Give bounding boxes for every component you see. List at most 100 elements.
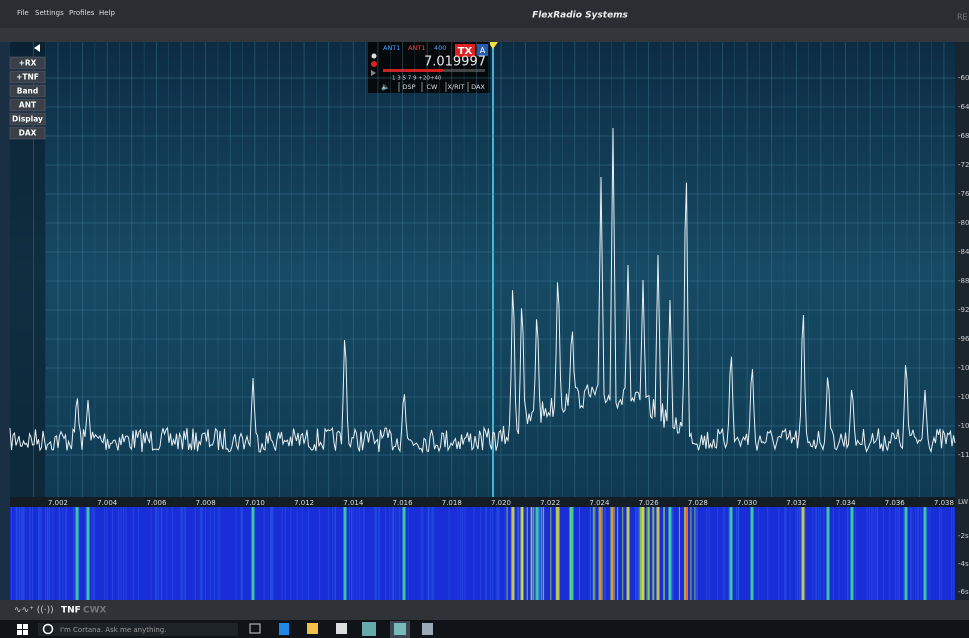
tx-button[interactable]: [455, 44, 475, 57]
waterfall-streak: [138, 507, 139, 600]
menu-item[interactable]: Settings: [35, 9, 64, 17]
slice-frequency[interactable]: 7.019997: [424, 55, 486, 70]
waterfall-streak: [728, 507, 730, 600]
waterfall-streak: [181, 507, 183, 600]
waterfall-streak: [20, 507, 22, 600]
waterfall-streak: [201, 507, 203, 600]
waterfall-streak: [898, 507, 900, 600]
waterfall-signal: [251, 507, 255, 600]
waterfall-streak: [785, 507, 787, 600]
waterfall-streak: [737, 507, 739, 600]
cwx-button[interactable]: CWX: [83, 606, 107, 616]
taskbar-icons[interactable]: [249, 621, 433, 638]
status-bar: [0, 600, 969, 620]
side-button[interactable]: [9, 126, 46, 140]
frequency-label: 7.036: [885, 499, 906, 507]
waterfall-streak: [16, 507, 17, 600]
level-label: -72: [958, 161, 969, 169]
waterfall-signal: [75, 507, 79, 600]
waterfall-signal: [520, 507, 524, 600]
menu-item[interactable]: Profiles: [69, 9, 95, 17]
waterfall-streak: [23, 507, 25, 600]
menu-item[interactable]: File: [17, 9, 29, 17]
waterfall-streak: [823, 507, 825, 600]
waterfall-streak: [648, 507, 650, 600]
taskbar: [0, 620, 969, 638]
waterfall-streak: [420, 507, 422, 600]
slice-tab[interactable]: X/RIT: [447, 83, 464, 91]
waterfall-streak: [47, 507, 48, 600]
waterfall-streak: [795, 507, 797, 600]
play-icon[interactable]: [371, 70, 376, 76]
tx-label[interactable]: TX: [458, 46, 473, 57]
waterfall-streak: [85, 507, 87, 600]
app-title: FlexRadio Systems: [532, 11, 628, 21]
side-button[interactable]: [9, 112, 46, 126]
waterfall-streak: [604, 507, 606, 600]
frequency-label: 7.010: [245, 499, 265, 507]
slice-tab[interactable]: DSP: [402, 83, 415, 91]
waterfall-signal: [904, 507, 908, 600]
start-button[interactable]: [17, 624, 28, 635]
menu-item[interactable]: Help: [99, 9, 116, 17]
waterfall-streak: [59, 507, 61, 600]
tnf-button[interactable]: TNF: [61, 606, 81, 616]
collapse-arrow[interactable]: [34, 44, 40, 52]
slice-tab[interactable]: DAX: [471, 83, 485, 91]
waterfall-streak: [473, 507, 475, 600]
waterfall-streak: [871, 507, 873, 600]
waterfall-streak: [155, 507, 156, 600]
slice-letter-box: [477, 44, 488, 56]
waterfall-streak: [910, 507, 912, 600]
waterfall-streak: [815, 507, 817, 600]
side-button-label: ANT: [19, 101, 37, 110]
side-button-label: +RX: [19, 59, 37, 68]
waterfall-streak: [530, 507, 532, 600]
waterfall-streak: [589, 507, 591, 600]
search-box[interactable]: [38, 623, 238, 636]
waterfall-streak: [526, 507, 528, 600]
waterfall-streak: [496, 507, 498, 600]
waterfall-streak: [448, 507, 450, 600]
frequency-label: 7.002: [48, 499, 68, 507]
waterfall-streak: [15, 507, 17, 600]
waterfall-streak: [541, 507, 543, 600]
waterfall-streak: [427, 507, 429, 600]
waterfall-streak: [171, 507, 173, 600]
waterfall-streak: [399, 507, 401, 600]
waterfall-signal: [511, 507, 515, 600]
slice-tab[interactable]: CW: [427, 83, 439, 91]
waterfall-streak: [106, 507, 108, 600]
side-button[interactable]: [9, 84, 46, 98]
waterfall-streak: [706, 507, 708, 600]
frequency-label: 7.008: [196, 499, 216, 507]
waterfall-streak: [285, 507, 286, 600]
waterfall-streak: [118, 507, 120, 600]
tnf-icon: ∿∿⁺ ((·)): [14, 606, 54, 616]
waterfall-streak: [855, 507, 857, 600]
record-icon[interactable]: [371, 61, 377, 67]
waterfall-streak: [182, 507, 184, 600]
toolbar: [0, 28, 969, 42]
side-button[interactable]: [9, 98, 46, 112]
waterfall-streak: [767, 507, 769, 600]
frequency-label: 7.024: [589, 499, 610, 507]
waterfall-streak: [65, 507, 67, 600]
side-button[interactable]: [9, 70, 46, 84]
waterfall-signal: [402, 507, 406, 600]
waterfall-streak: [112, 507, 114, 600]
frequency-label: 7.014: [343, 499, 364, 507]
level-label: -68: [958, 132, 969, 140]
level-label: -80: [958, 219, 969, 227]
side-button[interactable]: [9, 56, 46, 70]
waterfall-streak: [351, 507, 353, 600]
spectrum-trace: [9, 127, 956, 454]
waterfall-streak: [510, 507, 512, 600]
waterfall-streak: [356, 507, 358, 600]
slice-marker[interactable]: [488, 42, 498, 49]
level-label: -96: [958, 335, 969, 343]
waterfall-streak: [694, 507, 696, 600]
waterfall-signal: [923, 507, 927, 600]
